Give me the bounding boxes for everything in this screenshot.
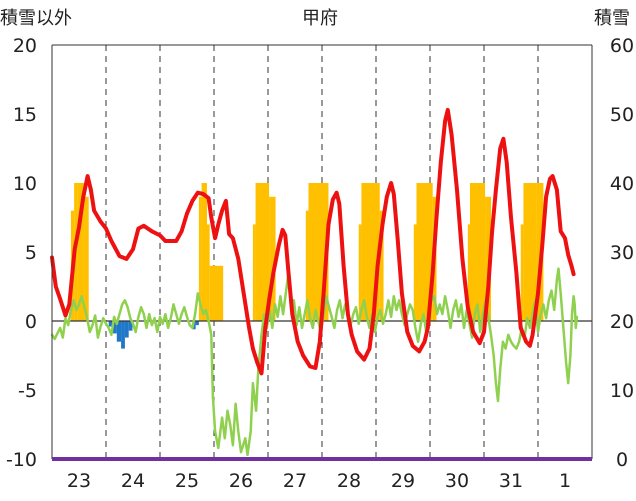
precipitation-bar (124, 321, 129, 338)
right-tick-label: 10 (610, 380, 634, 402)
left-tick-label: 10 (13, 173, 37, 195)
sunshine-bar (469, 183, 486, 321)
sunshine-bar (198, 196, 202, 321)
sunshine-bar (523, 183, 537, 321)
left-tick-label: -5 (18, 380, 37, 402)
precipitation-bar (195, 321, 199, 326)
right-axis-ticks: 60 50 40 30 20 10 0 (610, 35, 634, 471)
sunshine-bar (84, 196, 89, 321)
x-tick-label: 31 (499, 470, 523, 492)
sunshine-bar (308, 183, 322, 321)
sunshine-bar (379, 210, 384, 321)
x-tick-label: 28 (337, 470, 361, 492)
x-tick-label: 29 (391, 470, 415, 492)
left-tick-label: 20 (13, 35, 37, 57)
x-axis-ticks: 23 24 25 26 27 28 29 30 31 1 (67, 470, 571, 492)
sunshine-bar (269, 196, 276, 321)
sunshine-bar (520, 224, 524, 321)
x-tick-label: 27 (283, 470, 307, 492)
right-axis-label: 積雪 (594, 8, 630, 29)
right-tick-label: 0 (616, 449, 628, 471)
precipitation-bar (108, 321, 113, 327)
x-tick-label: 1 (559, 470, 571, 492)
sunshine-bar (209, 265, 224, 321)
sunshine-bar (358, 224, 362, 321)
temperature-line (50, 107, 576, 376)
sunshine-bar (206, 224, 210, 321)
left-tick-label: 15 (13, 104, 37, 126)
x-tick-label: 26 (229, 470, 253, 492)
plot-frame (51, 44, 593, 461)
left-axis-label: 積雪以外 (0, 8, 72, 29)
sunshine-bar (485, 196, 492, 321)
precipitation-bar (112, 321, 117, 334)
left-tick-label: 0 (25, 311, 37, 333)
precipitation-bar (116, 321, 122, 342)
left-axis-ticks: 20 15 10 5 0 -5 -10 (6, 35, 37, 471)
sunshine-bar (201, 183, 207, 321)
sunshine-bar (255, 183, 270, 321)
right-tick-label: 50 (610, 104, 634, 126)
left-tick-label: 5 (25, 242, 37, 264)
sunshine-bar (413, 224, 417, 321)
right-tick-label: 30 (610, 242, 634, 264)
right-tick-label: 60 (610, 35, 634, 57)
precipitation-bar (128, 321, 133, 331)
series-lines (50, 107, 579, 457)
x-tick-label: 24 (121, 470, 145, 492)
x-tick-label: 23 (67, 470, 91, 492)
sunshine-bar (252, 224, 256, 321)
left-tick-label: -10 (6, 449, 37, 471)
sunshine-bar (305, 210, 309, 321)
sunshine-bar (416, 183, 433, 321)
sunshine-bar (467, 224, 470, 321)
chart-title: 甲府 (302, 8, 338, 29)
right-tick-label: 20 (610, 311, 634, 333)
day-gridlines (105, 45, 539, 459)
precipitation-bar (121, 321, 125, 349)
sunshine-bar (77, 183, 85, 321)
x-tick-label: 25 (175, 470, 199, 492)
x-tick-label: 30 (445, 470, 469, 492)
right-tick-label: 40 (610, 173, 634, 195)
